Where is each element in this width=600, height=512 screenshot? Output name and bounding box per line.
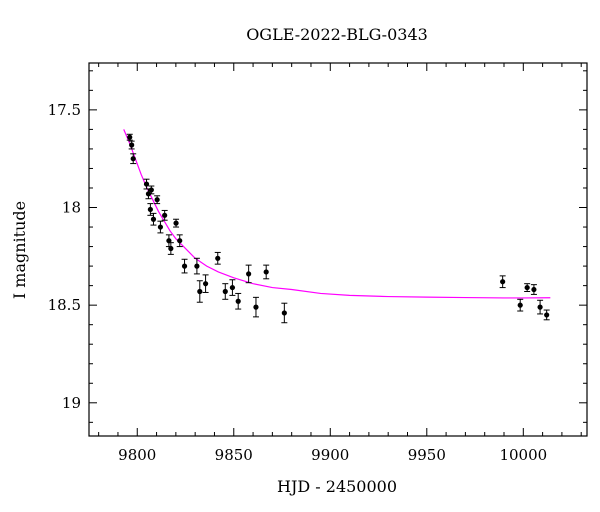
data-point xyxy=(130,156,136,162)
y-axis-label: I magnitude xyxy=(10,201,29,299)
data-point xyxy=(235,298,241,304)
data-point xyxy=(202,281,209,287)
model-curve-layer xyxy=(123,129,551,299)
plot-frame xyxy=(88,62,588,437)
y-tick-label: 17.5 xyxy=(48,101,81,119)
data-point xyxy=(166,238,172,244)
model-curve xyxy=(123,129,551,299)
data-point xyxy=(143,181,150,187)
data-point xyxy=(181,263,188,269)
data-point xyxy=(197,288,203,295)
x-axis-label: HJD - 2450000 xyxy=(277,477,397,496)
data-point xyxy=(253,304,259,310)
data-point xyxy=(222,288,228,295)
data-point xyxy=(544,312,550,318)
data-point xyxy=(150,216,157,222)
axis-ticks xyxy=(89,63,587,436)
x-tick-label: 9850 xyxy=(215,446,253,464)
data-point xyxy=(517,302,523,308)
data-point xyxy=(173,220,179,226)
data-point xyxy=(524,284,530,291)
data-point xyxy=(246,271,252,277)
data-point xyxy=(129,142,135,148)
data-point xyxy=(127,134,133,140)
y-tick-label: 18.5 xyxy=(48,296,81,314)
data-point xyxy=(194,263,200,269)
tick-labels: 9800 9850 9900 9950 10000 17.5 18 18.5 19 xyxy=(48,101,548,464)
x-tick-label: 9950 xyxy=(408,446,446,464)
chart-title: OGLE-2022-BLG-0343 xyxy=(246,25,428,44)
data-point xyxy=(154,197,160,203)
data-point xyxy=(177,238,183,244)
data-point xyxy=(263,269,269,275)
data-point xyxy=(531,286,537,293)
y-tick-label: 19 xyxy=(62,394,81,412)
data-point xyxy=(147,206,153,213)
x-tick-label: 10000 xyxy=(499,446,547,464)
data-point xyxy=(229,284,236,291)
y-tick-label: 18 xyxy=(62,199,81,217)
data-points-layer xyxy=(126,133,550,324)
data-point xyxy=(168,245,174,252)
data-point xyxy=(162,212,168,218)
data-point xyxy=(500,279,506,285)
data-point xyxy=(148,187,154,193)
data-point xyxy=(537,304,543,310)
data-point xyxy=(215,255,221,261)
x-tick-label: 9800 xyxy=(118,446,156,464)
data-point xyxy=(281,310,287,316)
data-point xyxy=(157,224,164,230)
x-tick-label: 9900 xyxy=(311,446,349,464)
